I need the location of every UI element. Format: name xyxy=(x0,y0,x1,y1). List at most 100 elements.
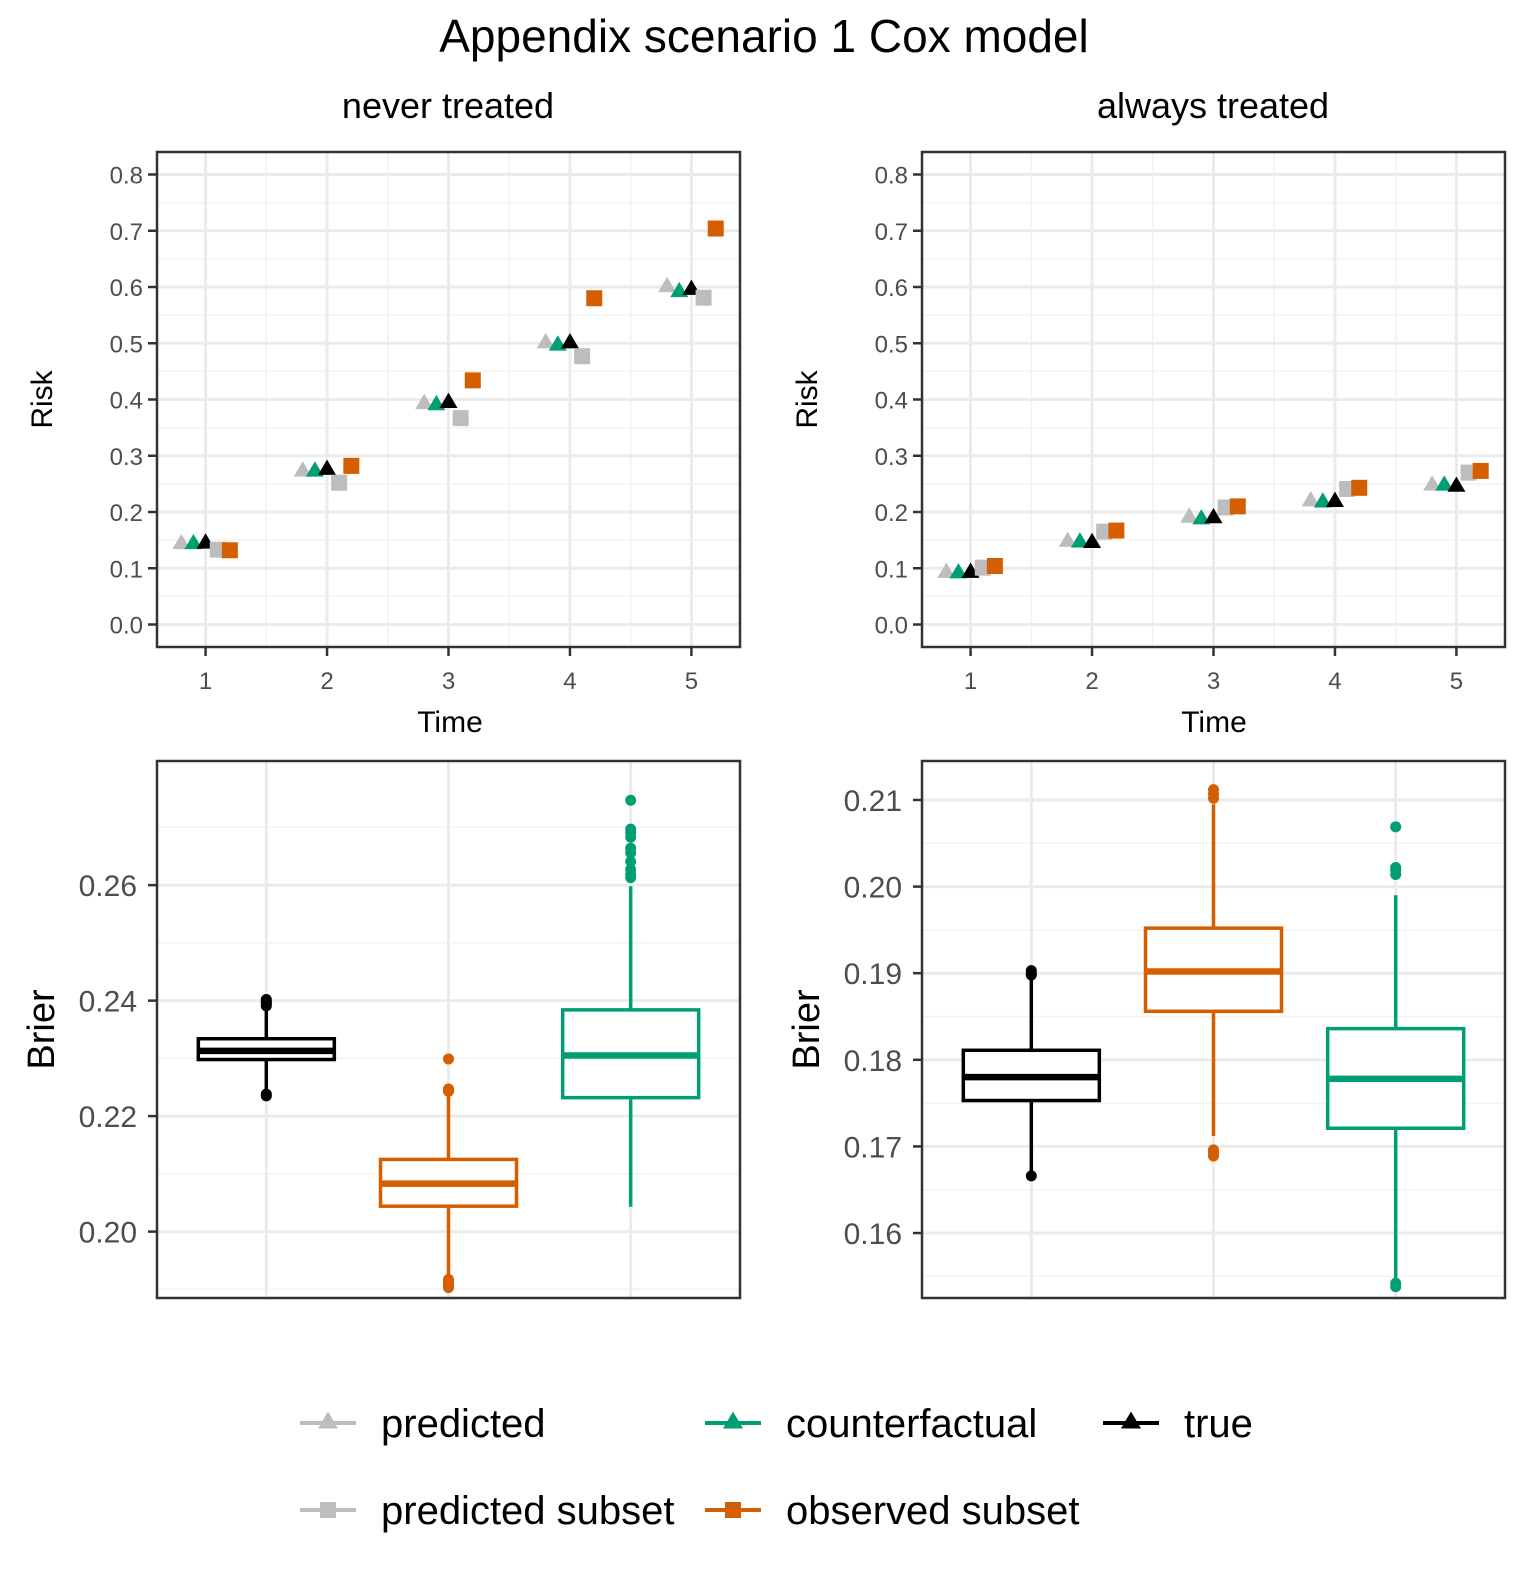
outlier-point xyxy=(1390,821,1402,833)
outlier-point xyxy=(443,1053,454,1065)
x-tick-label: 1 xyxy=(964,668,977,695)
y-tick-label: 0.6 xyxy=(110,275,143,302)
legend-label: predicted subset xyxy=(381,1489,675,1533)
x-tick-label: 5 xyxy=(1450,668,1463,695)
true-point xyxy=(1325,491,1344,507)
box-observed-subset xyxy=(1143,784,1284,1162)
observed-subset-point xyxy=(1229,498,1246,515)
outlier-point xyxy=(625,855,637,867)
x-tick-label: 4 xyxy=(1328,668,1341,695)
predicted-subset-point xyxy=(1460,464,1477,481)
y-tick-label: 0.3 xyxy=(110,444,143,471)
outlier-point xyxy=(625,864,637,876)
y-tick-label: 0.7 xyxy=(875,219,908,246)
box-true xyxy=(196,993,337,1102)
predicted-point xyxy=(172,533,191,550)
outlier-point xyxy=(1390,862,1402,874)
predicted-point xyxy=(1058,531,1077,547)
y-tick-label: 0.6 xyxy=(875,275,908,302)
legend-key-square xyxy=(725,1502,741,1518)
y-tick-label: 0.3 xyxy=(875,444,908,471)
x-axis-label: Time xyxy=(417,706,483,739)
legend-key-triangle xyxy=(1121,1411,1141,1429)
panel-title: always treated xyxy=(1097,85,1329,126)
y-tick-label: 0.17 xyxy=(844,1131,902,1164)
y-tick-label: 0.18 xyxy=(844,1045,902,1078)
counterfactual-point xyxy=(1192,509,1211,525)
y-tick-label: 0.24 xyxy=(79,986,137,1019)
predicted-subset-point xyxy=(331,474,348,491)
panel-border xyxy=(920,150,1507,649)
counterfactual-point xyxy=(1313,492,1332,508)
y-tick-label: 0.0 xyxy=(110,613,143,640)
outlier-point xyxy=(1208,1144,1219,1156)
y-axis-label: Risk xyxy=(791,369,824,428)
counterfactual-point xyxy=(949,563,968,579)
predicted-point xyxy=(415,393,434,410)
panel-border xyxy=(155,759,742,1300)
x-tick-label: 3 xyxy=(442,668,455,695)
predicted-point xyxy=(293,461,312,477)
y-tick-label: 0.2 xyxy=(110,500,143,527)
observed-subset-point xyxy=(707,220,724,237)
legend: predicted counterfactual true predicted sub… xyxy=(300,1402,1253,1533)
legend-label: predicted xyxy=(381,1402,546,1446)
observed-subset-point xyxy=(343,457,360,474)
panel-risk-always: 0.0 0.1 0.2 0.3 0.4 0.5 0.6 0.7 0.8 1 2 3 4 5 always t… xyxy=(791,85,1507,739)
observed-subset-point xyxy=(986,558,1003,574)
observed-subset-point xyxy=(1108,522,1125,539)
outlier-point xyxy=(1390,1277,1402,1289)
legend-item-true: true xyxy=(1103,1402,1253,1446)
x-axis-label: Time xyxy=(1181,706,1247,739)
counterfactual-point xyxy=(1070,532,1089,548)
legend-item-counterfactual: counterfactual xyxy=(705,1402,1037,1446)
y-tick-label: 0.8 xyxy=(110,163,143,190)
legend-key-square xyxy=(320,1502,336,1518)
observed-subset-point xyxy=(464,372,481,389)
counterfactual-point xyxy=(1435,475,1454,491)
legend-item-predicted: predicted xyxy=(300,1402,546,1446)
panels: 0.0 0.1 0.2 0.3 0.4 0.5 0.6 0.7 0.8 1 2 3 4 5 never tr… xyxy=(21,85,1507,1300)
predicted-point xyxy=(937,562,956,578)
legend-item-observed-subset: observed subset xyxy=(705,1489,1080,1533)
outlier-point xyxy=(260,1088,272,1100)
y-tick-label: 0.16 xyxy=(844,1218,902,1251)
x-tick-label: 3 xyxy=(1207,668,1220,695)
legend-label: true xyxy=(1184,1402,1253,1446)
true-point xyxy=(1083,532,1102,548)
box-observed-subset xyxy=(378,1053,519,1294)
predicted-subset-point xyxy=(1339,480,1356,497)
panel-border xyxy=(155,150,742,649)
y-tick-label: 0.21 xyxy=(844,785,902,818)
predicted-subset-point xyxy=(209,541,226,558)
predicted-subset-point xyxy=(974,559,991,576)
observed-subset-point xyxy=(1351,479,1368,496)
true-point xyxy=(1447,476,1466,492)
predicted-point xyxy=(658,276,677,293)
y-tick-label: 0.8 xyxy=(875,163,908,190)
y-axis-label: Brier xyxy=(21,989,63,1070)
x-tick-label: 2 xyxy=(320,668,333,695)
y-tick-label: 0.19 xyxy=(844,958,902,991)
outlier-point xyxy=(443,1274,454,1286)
outlier-point xyxy=(260,993,272,1005)
panel-brier-always: 0.16 0.17 0.18 0.19 0.20 0.21 Brier xyxy=(786,759,1507,1300)
box-counterfactual xyxy=(560,794,701,1207)
x-tick-label: 5 xyxy=(685,668,698,695)
legend-label: observed subset xyxy=(786,1489,1080,1533)
y-tick-label: 0.5 xyxy=(110,331,143,358)
y-tick-label: 0.20 xyxy=(79,1217,137,1250)
x-tick-label: 2 xyxy=(1085,668,1098,695)
true-point xyxy=(1204,507,1223,524)
outlier-point xyxy=(625,823,637,835)
observed-subset-point xyxy=(1472,462,1489,479)
true-point xyxy=(560,333,579,349)
y-tick-label: 0.22 xyxy=(79,1101,137,1134)
outlier-point xyxy=(1208,784,1219,796)
predicted-point xyxy=(1423,475,1442,491)
y-tick-label: 0.0 xyxy=(875,613,908,640)
y-axis-label: Risk xyxy=(26,369,59,428)
predicted-point xyxy=(1180,507,1199,523)
y-tick-label: 0.5 xyxy=(875,331,908,358)
